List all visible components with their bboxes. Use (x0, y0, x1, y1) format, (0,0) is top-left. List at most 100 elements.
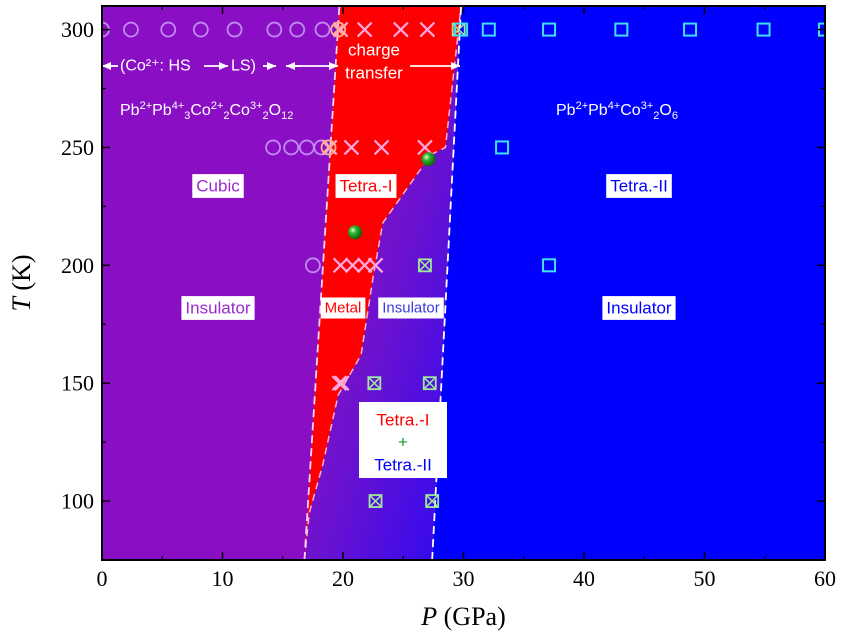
formula-part: 12 (281, 110, 293, 122)
spin-arrow-left (102, 62, 118, 70)
y-axis-title: T (K) (7, 254, 36, 311)
sphere-marker (421, 152, 436, 167)
marker-cross (322, 141, 335, 154)
tetra-i-label-text: Tetra.-I (340, 177, 393, 196)
metal-label-text: Metal (325, 300, 362, 317)
square-x-marker (418, 258, 432, 273)
charge-arrow-left-head (329, 62, 338, 70)
formula-part: 2 (223, 110, 229, 122)
spin-arrow-right (263, 62, 276, 70)
marker-shape (419, 21, 436, 38)
marker-shape (289, 21, 306, 38)
coexistence-label-box (359, 402, 447, 478)
spin-arrow-middle-head (219, 62, 228, 70)
cross-marker (417, 139, 433, 156)
marker-shape (343, 139, 360, 156)
marker-shape (454, 22, 469, 37)
formula-part: Co (620, 102, 641, 119)
charge-arrow-left (294, 62, 338, 70)
square-x-marker (425, 494, 440, 508)
cross-marker (373, 139, 390, 156)
marker-cross (332, 23, 344, 36)
marker-cross (367, 376, 381, 390)
insulator-right-label-box (602, 296, 676, 320)
x-tick-label: 60 (814, 566, 836, 591)
marker-cross (418, 258, 432, 272)
x-tick-label: 10 (212, 566, 234, 591)
circle-marker (160, 21, 177, 38)
x-tick-label: 20 (332, 566, 354, 591)
insulator-left-label: Insulator (181, 296, 255, 320)
cross-marker (367, 257, 384, 274)
spin-arrow-left-head (102, 62, 111, 70)
marker-cross (369, 494, 383, 508)
formula-part: 2+ (211, 100, 224, 112)
circle-x-marker (320, 139, 337, 156)
formula-part: 3+ (641, 100, 654, 112)
spin-state-to-label: LS) (231, 58, 256, 75)
marker-shape (367, 376, 382, 391)
marker-shape (393, 21, 409, 38)
marker-shape (348, 225, 363, 240)
cross-marker (332, 257, 349, 274)
marker-shape (422, 376, 437, 391)
y-axis-symbol: T (7, 296, 36, 312)
square-marker (756, 22, 771, 37)
tetra-ii-label: Tetra.-II (606, 174, 672, 198)
tetragonal-ii-region (432, 6, 825, 560)
circle-marker (265, 139, 282, 156)
marker-shape (418, 258, 432, 273)
marker-shape (265, 139, 282, 156)
square-x-marker (422, 376, 437, 391)
y-tick-label: 100 (61, 489, 94, 514)
marker-shape (368, 494, 383, 508)
marker-shape (160, 21, 177, 38)
charge-transfer-line2: transfer (345, 64, 403, 83)
formula-tetragonal-ii: Pb2+Pb4+Co3+2O6 (556, 100, 678, 122)
marker-cross (425, 494, 439, 508)
square-marker (454, 22, 469, 37)
coexistence-label: Tetra.-I + Tetra.-II (359, 402, 447, 478)
formula-part: 4+ (172, 100, 185, 112)
formula-part: O (659, 102, 671, 119)
marker-shape (542, 258, 557, 273)
marker-shape (330, 21, 347, 38)
y-tick-label: 300 (61, 17, 94, 42)
cross-marker (419, 21, 436, 38)
charge-arrow-right-head (451, 62, 460, 70)
formula-part: Pb (588, 102, 608, 119)
square-x-marker (367, 376, 382, 391)
marker-shape (683, 22, 698, 37)
insulator-right-label-text: Insulator (606, 299, 672, 318)
spin-state-label: (Co²⁺: HS (120, 58, 191, 75)
marker-shape (367, 257, 384, 274)
cross-marker (331, 375, 348, 391)
marker-shape (123, 21, 139, 38)
marker-shape (756, 22, 771, 37)
formula-part: O (269, 102, 281, 119)
formula-part: 3 (184, 110, 190, 122)
formula-part: 2 (653, 110, 659, 122)
x-tick-label: 40 (573, 566, 595, 591)
circle-marker (226, 21, 243, 38)
insulator-left-label-text: Insulator (185, 299, 251, 318)
x-tick-label: 30 (453, 566, 475, 591)
spin-arrow-right-head (267, 62, 276, 70)
cubic-region (102, 6, 340, 560)
tetra-ii-label-box (606, 174, 672, 198)
cross-marker (356, 21, 373, 38)
metal-label: Metal (320, 297, 366, 319)
marker-shape (304, 257, 321, 274)
marker-shape (334, 375, 350, 391)
formula-part: 2 (263, 110, 269, 122)
marker-shape (283, 139, 300, 156)
marker-shape (542, 22, 557, 37)
insulator-left-label-box (181, 296, 255, 320)
y-tick-label: 250 (61, 135, 94, 160)
formula-part: 6 (672, 110, 678, 122)
charge-transfer-line1: charge (348, 41, 400, 60)
square-marker (683, 22, 698, 37)
x-tick-label: 50 (694, 566, 716, 591)
cubic-label-text: Cubic (196, 177, 240, 196)
